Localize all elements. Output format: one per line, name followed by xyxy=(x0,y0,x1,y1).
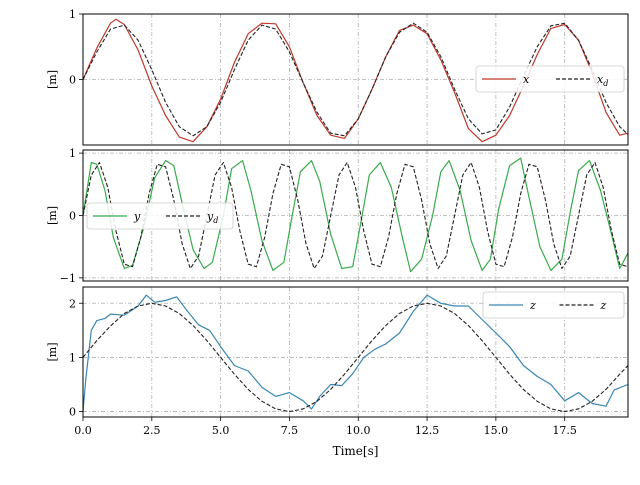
x-tick-label: 17.5 xyxy=(552,424,577,437)
panel-x-yticks: 10 xyxy=(69,8,83,87)
panel-z-ylabel: [m] xyxy=(46,342,59,361)
x-tick-label: 7.5 xyxy=(281,424,299,437)
series-line-z-measured xyxy=(82,294,629,412)
y-tick-label: 1 xyxy=(69,351,76,364)
series-line-x-measured xyxy=(82,18,629,143)
panel-y-grid xyxy=(82,150,628,281)
series-line-y_d-desired xyxy=(82,161,629,270)
panel-z-yticks: 2 1 0 xyxy=(69,297,83,419)
legend-subscript: d xyxy=(213,216,218,225)
x-tick-label: 0.0 xyxy=(74,424,92,437)
x-tick-label: 10.0 xyxy=(346,424,371,437)
x-axis-label: Time[s] xyxy=(333,444,379,458)
panel-x-series xyxy=(82,18,629,143)
y-tick-label: 0 xyxy=(69,406,76,419)
x-tick-label: 12.5 xyxy=(415,424,440,437)
panel-z: 2 1 0 0.0 2.5 5.0 7.5 10.0 12.5 15.0 17.5 [m] Tim… xyxy=(46,286,629,458)
x-tick-label: 5.0 xyxy=(212,424,230,437)
legend-box xyxy=(475,65,625,93)
x-tick-label: 2.5 xyxy=(143,424,161,437)
panel-y-series xyxy=(82,157,629,273)
panel-y-yticks: 1 0 −1 xyxy=(60,147,83,285)
y-tick-label: 2 xyxy=(69,297,76,310)
series-line-x_d-desired xyxy=(82,22,629,137)
legend-subscript: d xyxy=(603,79,608,88)
y-tick-label: 1 xyxy=(69,147,76,160)
legend-box xyxy=(482,291,625,319)
panel-y-legend: y yd xyxy=(86,202,234,230)
y-tick-label: 1 xyxy=(69,8,76,21)
series-line-z-desired xyxy=(82,302,629,413)
y-tick-label: −1 xyxy=(60,272,76,285)
panel-y: 10−1 [m] y yd xyxy=(46,147,629,285)
panel-x-ylabel: [m] xyxy=(46,70,59,89)
panel-z-frame xyxy=(82,286,629,418)
legend-label-desired: z xyxy=(600,299,607,312)
x-tick-label: 15.0 xyxy=(484,424,509,437)
panel-z-xticks: 0.0 2.5 5.0 7.5 10.0 12.5 15.0 17.5 xyxy=(74,417,577,437)
panel-x-legend: x xd xyxy=(475,65,625,93)
legend-label-measured: z xyxy=(529,299,536,312)
y-tick-label: 0 xyxy=(69,74,76,87)
panel-z-series xyxy=(82,294,629,413)
y-tick-label: 0 xyxy=(69,210,76,223)
panel-x: 10 [m] x xd xyxy=(46,8,629,146)
legend-label-desired: xd xyxy=(597,73,608,88)
legend-box xyxy=(86,202,234,230)
legend-label-measured: x xyxy=(523,73,530,86)
legend-label-measured: y xyxy=(133,210,141,223)
panel-y-ylabel: [m] xyxy=(46,206,59,225)
series-line-y-measured xyxy=(82,157,629,273)
